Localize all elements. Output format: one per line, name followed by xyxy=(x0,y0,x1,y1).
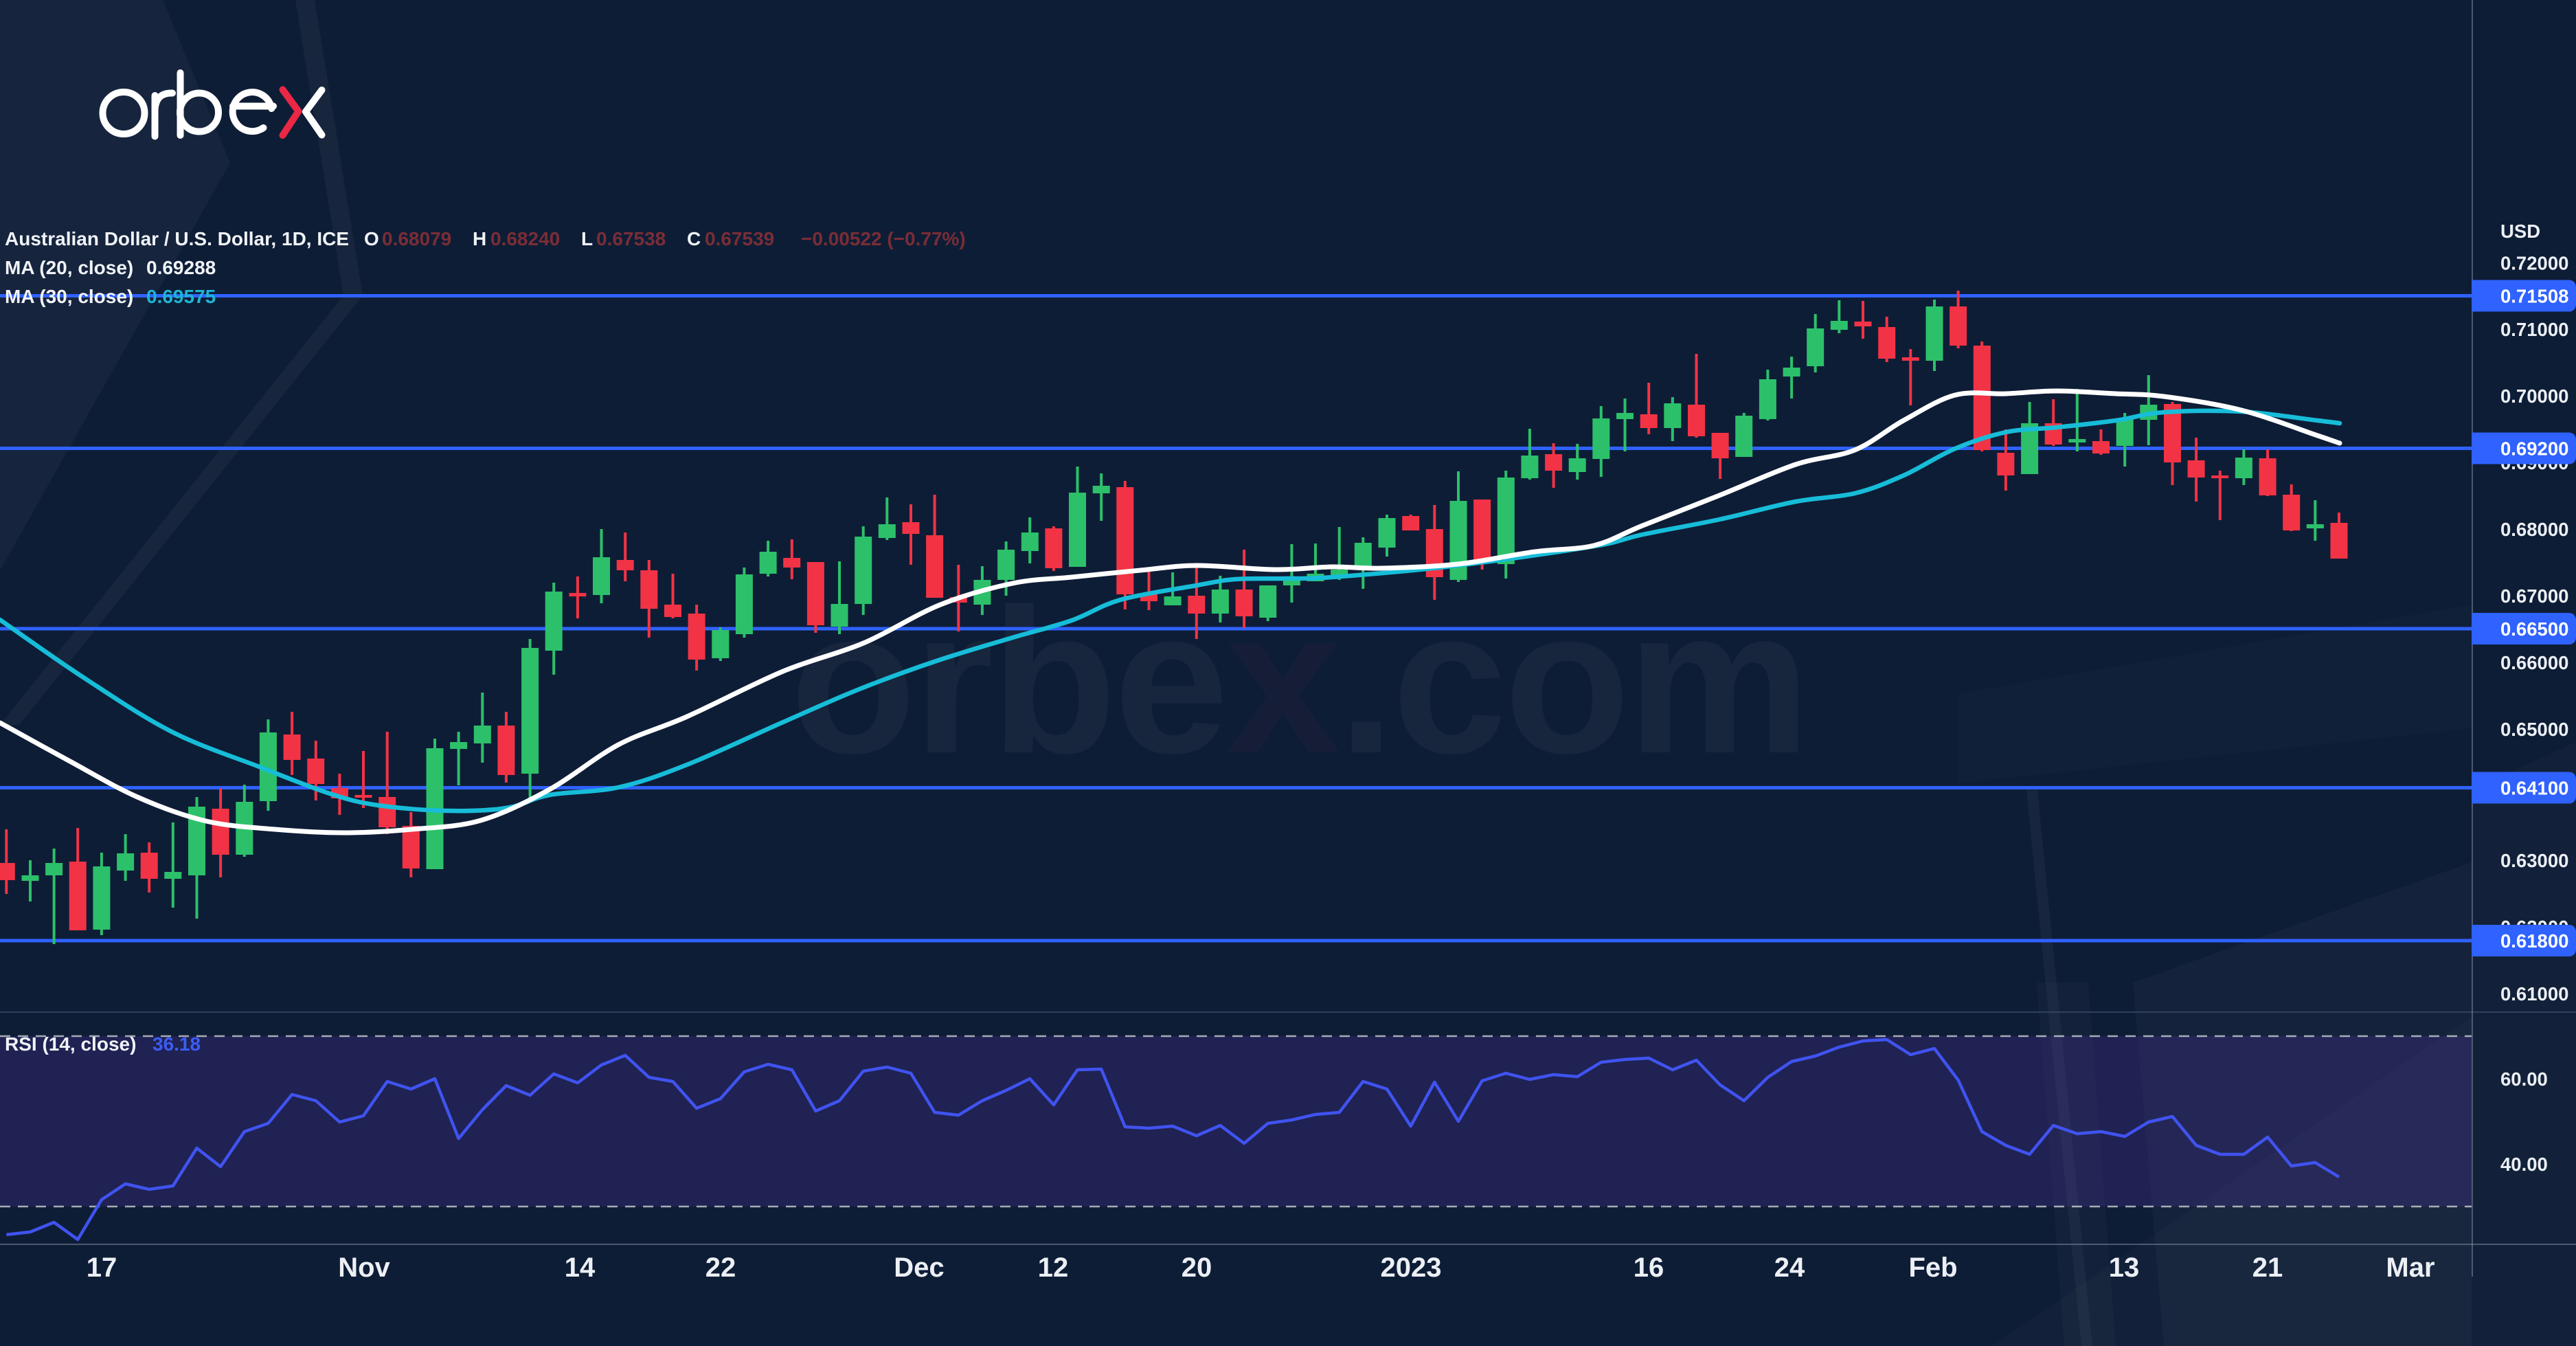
svg-text:0.67539: 0.67539 xyxy=(705,228,774,249)
svg-text:Feb: Feb xyxy=(1908,1253,1957,1283)
svg-text:0.68000: 0.68000 xyxy=(2500,519,2568,540)
svg-text:USD: USD xyxy=(2500,221,2540,242)
svg-text:36.18: 36.18 xyxy=(152,1033,201,1055)
svg-text:0.68240: 0.68240 xyxy=(490,228,560,249)
svg-text:0.68079: 0.68079 xyxy=(382,228,451,249)
svg-text:20: 20 xyxy=(1182,1253,1212,1283)
svg-text:24: 24 xyxy=(1774,1253,1805,1283)
svg-text:0.67538: 0.67538 xyxy=(596,228,666,249)
svg-text:0.71000: 0.71000 xyxy=(2500,319,2568,340)
svg-text:0.69575: 0.69575 xyxy=(146,286,216,307)
svg-text:orbex.com: orbex.com xyxy=(790,565,1807,796)
svg-text:0.69200: 0.69200 xyxy=(2500,438,2568,460)
svg-text:0.70000: 0.70000 xyxy=(2500,385,2568,407)
svg-text:Australian Dollar / U.S. Dolla: Australian Dollar / U.S. Dollar, 1D, ICE xyxy=(5,228,349,249)
svg-text:MA (20, close): MA (20, close) xyxy=(5,257,133,278)
svg-text:13: 13 xyxy=(2109,1253,2140,1283)
svg-text:17: 17 xyxy=(87,1253,117,1283)
svg-text:O: O xyxy=(364,228,379,249)
svg-text:0.61000: 0.61000 xyxy=(2500,983,2568,1005)
svg-text:Nov: Nov xyxy=(338,1253,390,1283)
svg-text:0.64100: 0.64100 xyxy=(2500,778,2568,799)
svg-text:0.65000: 0.65000 xyxy=(2500,719,2568,740)
svg-text:RSI (14, close): RSI (14, close) xyxy=(5,1033,136,1055)
svg-text:0.67000: 0.67000 xyxy=(2500,585,2568,607)
svg-text:12: 12 xyxy=(1038,1253,1069,1283)
svg-text:MA (30, close): MA (30, close) xyxy=(5,286,133,307)
svg-text:Mar: Mar xyxy=(2386,1253,2434,1283)
svg-text:2023: 2023 xyxy=(1381,1253,1442,1283)
svg-text:0.69288: 0.69288 xyxy=(146,257,216,278)
svg-text:0.71508: 0.71508 xyxy=(2500,286,2568,307)
svg-text:Dec: Dec xyxy=(894,1253,944,1283)
svg-text:16: 16 xyxy=(1634,1253,1664,1283)
svg-text:0.61800: 0.61800 xyxy=(2500,930,2568,952)
svg-text:−0.00522 (−0.77%): −0.00522 (−0.77%) xyxy=(801,228,966,249)
svg-text:C: C xyxy=(687,228,701,249)
svg-text:0.63000: 0.63000 xyxy=(2500,850,2568,871)
svg-text:14: 14 xyxy=(565,1253,596,1283)
svg-text:40.00: 40.00 xyxy=(2500,1154,2548,1175)
svg-text:L: L xyxy=(581,228,593,249)
svg-text:21: 21 xyxy=(2252,1253,2283,1283)
svg-text:0.72000: 0.72000 xyxy=(2500,253,2568,274)
svg-text:0.66500: 0.66500 xyxy=(2500,618,2568,640)
svg-text:H: H xyxy=(473,228,486,249)
svg-text:0.66000: 0.66000 xyxy=(2500,652,2568,673)
svg-text:22: 22 xyxy=(705,1253,736,1283)
svg-text:60.00: 60.00 xyxy=(2500,1068,2548,1090)
